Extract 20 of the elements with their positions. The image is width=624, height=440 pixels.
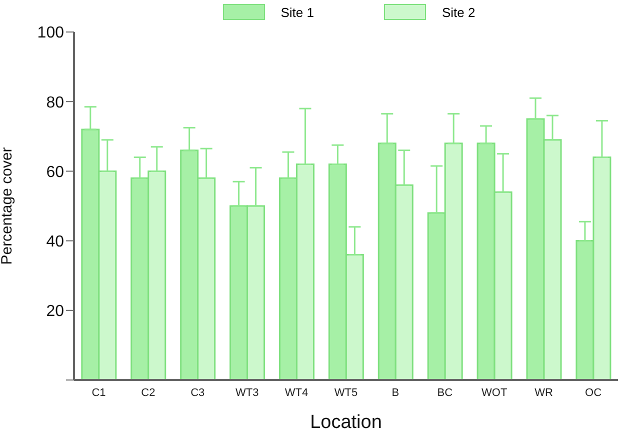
legend-label: Site 2 — [442, 4, 476, 20]
x-tick-label: WOT — [482, 386, 508, 399]
x-tick-label: WT3 — [235, 386, 259, 399]
x-tick-label: WT5 — [334, 386, 358, 399]
legend-label: Site 1 — [280, 4, 314, 20]
y-tick-label: 60 — [46, 164, 64, 181]
y-tick-label: 80 — [46, 94, 64, 112]
x-tick-label: B — [392, 386, 400, 399]
y-tick-label: 100 — [37, 24, 64, 42]
x-axis-title: Location — [310, 412, 382, 433]
y-tick-label: 40 — [46, 233, 64, 250]
x-tick-label: C3 — [190, 386, 205, 399]
x-tick-label: WR — [534, 386, 554, 399]
x-tick-label: WT4 — [284, 386, 308, 399]
y-tick-label: 20 — [46, 303, 64, 320]
y-axis-title: Percentage cover — [0, 147, 16, 265]
x-tick-label: C2 — [141, 386, 156, 399]
x-tick-label: OC — [585, 386, 602, 399]
x-tick-label: BC — [437, 386, 453, 399]
x-tick-label: C1 — [92, 386, 106, 399]
